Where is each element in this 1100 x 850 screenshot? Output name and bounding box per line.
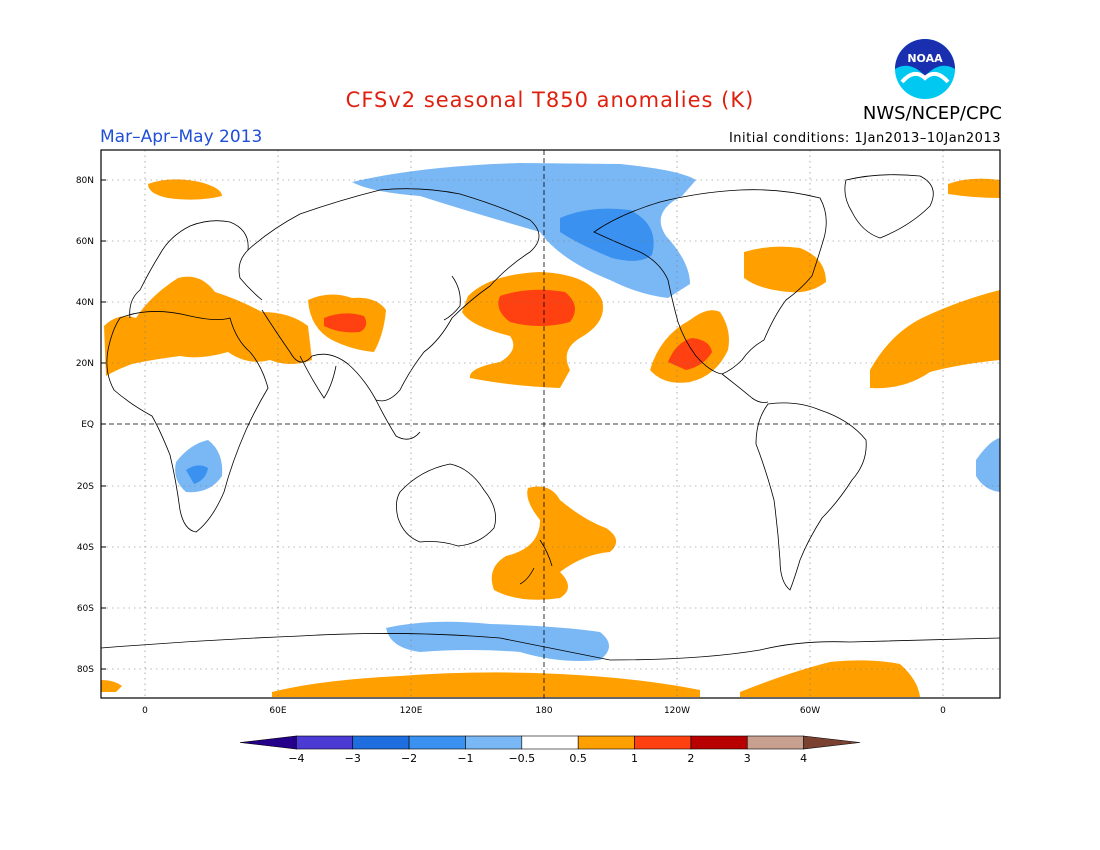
coastline-asia (247, 188, 540, 402)
warm-anomaly-north-pacific-core (498, 289, 575, 326)
lat-tick-label: 80N (76, 176, 94, 186)
agency-label: NWS/NCEP/CPC (862, 103, 1002, 124)
colorbar-segment (465, 735, 523, 750)
coastline-central-america (721, 373, 769, 403)
colorbar-segment (634, 735, 692, 750)
colorbar-label: −2 (401, 752, 417, 765)
season-label: Mar–Apr–May 2013 (100, 127, 263, 147)
colorbar-label: 0.5 (569, 752, 587, 765)
colorbar-label: 4 (800, 752, 807, 765)
logo-text: NOAA (907, 52, 943, 65)
coastline-africa (106, 311, 269, 533)
colorbar-segment (521, 735, 579, 750)
cold-anomaly-antarctic (386, 621, 609, 661)
coastline-antarctica (100, 633, 1001, 661)
coastline-japan (443, 275, 461, 321)
anomaly-fields (101, 163, 1000, 697)
cold-anomaly-south-atlantic-east (976, 438, 1000, 492)
warm-anomaly-east-north-america (744, 246, 826, 293)
colorbar-label: −0.5 (508, 752, 535, 765)
coastline-south-asia (299, 355, 421, 440)
colorbar-label: −1 (457, 752, 473, 765)
lon-tick-label: 120E (400, 706, 423, 716)
lat-tick-label: 80S (77, 665, 94, 675)
lon-tick-label: 0 (142, 706, 148, 716)
lon-tick-label: 120W (664, 706, 690, 716)
warm-anomaly-central-asia-core (324, 313, 367, 333)
lon-tick-label: 60E (269, 706, 286, 716)
lon-tick-label: 180 (535, 706, 552, 716)
map-title: CFSv2 seasonal T850 anomalies (K) (345, 88, 755, 112)
warm-anomaly-mexico-core (668, 338, 712, 370)
warm-anomaly-antarctic-atlantic (740, 660, 920, 697)
coastline-australia (396, 463, 497, 547)
lat-tick-label: 60N (76, 237, 94, 247)
warm-anomaly-north-africa-europe (104, 276, 312, 376)
colorbar-label: 3 (744, 752, 751, 765)
lon-tick-label: 60W (800, 706, 820, 716)
colorbar-segment (746, 735, 804, 750)
cold-anomaly-southern-africa-core (186, 465, 208, 484)
colorbar-segment (577, 735, 635, 750)
warm-anomaly-arctic-europe (148, 179, 222, 200)
warm-anomaly-atlantic (870, 290, 1000, 389)
colorbar-segment (690, 735, 748, 750)
coastline-europe (129, 220, 263, 319)
colorbar-segment (803, 735, 861, 750)
cold-anomaly-arctic (352, 163, 696, 298)
lat-tick-label: EQ (81, 420, 94, 430)
lat-tick-label: 20S (77, 482, 94, 492)
graticule (101, 150, 1000, 698)
colorbar: −4 −3 −2 −1 −0.5 0.5 1 2 3 4 (239, 735, 861, 765)
lat-tick-label: 40N (76, 298, 94, 308)
colorbar-segment (296, 735, 354, 750)
coastline-north-america (593, 189, 827, 375)
colorbar-label: 2 (687, 752, 694, 765)
colorbar-label: −4 (288, 752, 304, 765)
coastline-new-zealand (519, 539, 553, 585)
colorbar-segment (408, 735, 466, 750)
lon-tick-label: 0 (940, 706, 946, 716)
coastline-south-america (755, 402, 867, 591)
reference-lines (101, 150, 1000, 698)
warm-anomaly-north-pacific (462, 272, 604, 388)
noaa-logo-icon: NOAA (895, 39, 955, 99)
longitude-axis: 0 60E 120E 180 120W 60W 0 (142, 706, 946, 716)
coastlines (100, 174, 1001, 661)
colorbar-segment (352, 735, 410, 750)
latitude-axis: 80N 60N 40N 20N EQ 20S 40S 60S 80S (76, 176, 106, 675)
colorbar-label: −3 (345, 752, 361, 765)
warm-anomaly-arctic-europe-east (948, 178, 1000, 198)
lat-tick-label: 40S (77, 543, 94, 553)
warm-anomaly-antarctic-west (101, 680, 122, 692)
warm-anomaly-south-pacific (491, 486, 617, 600)
lat-tick-label: 20N (76, 359, 94, 369)
colorbar-segment (239, 735, 297, 750)
warm-anomaly-antarctic-pacific (272, 672, 700, 697)
coastline-greenland (844, 174, 934, 239)
colorbar-label: 1 (631, 752, 638, 765)
lat-tick-label: 60S (77, 604, 94, 614)
initial-conditions-label: Initial conditions: 1Jan2013–10Jan2013 (728, 131, 1001, 146)
